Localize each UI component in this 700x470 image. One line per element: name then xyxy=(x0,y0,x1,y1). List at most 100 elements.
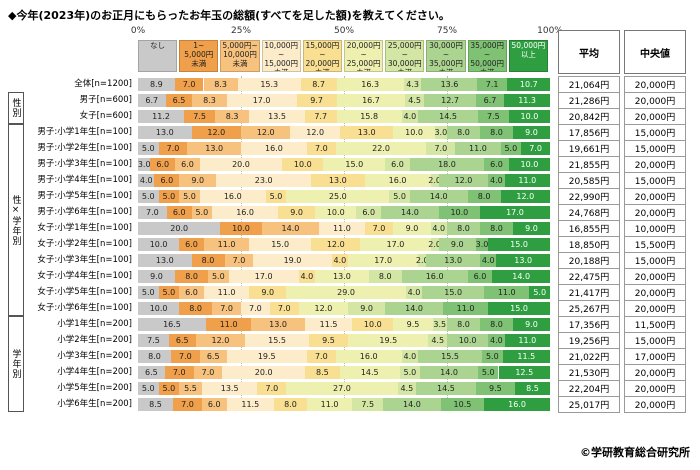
bar-segment: 6.0 xyxy=(467,269,493,283)
median-column-header: 中央値 xyxy=(624,30,686,74)
bar-segment: 16.0 xyxy=(212,205,279,219)
bar-row: 13.0 12.0 12.0 12.0 13.0 10.0 3.0 8.0 8.0 9.0 xyxy=(138,125,550,139)
bar-segment: 8.0 xyxy=(175,269,209,283)
bar-segment: 4.5 xyxy=(405,93,424,107)
bar-segment: 8.9 xyxy=(138,77,175,91)
bar-segment: 5.0 xyxy=(158,189,180,203)
bar-segment: 12.0 xyxy=(290,125,340,139)
average-cell: 21,022円 xyxy=(558,348,620,365)
average-cell: 18,850円 xyxy=(558,236,620,253)
average-cell: 22,990円 xyxy=(558,188,620,205)
bar-segment: 16.0 xyxy=(364,173,431,187)
bar-row: 11.2 7.5 8.3 13.5 7.7 15.8 4.0 14.5 7.5 10.0 xyxy=(138,109,550,123)
bar-segment: 17.0 xyxy=(479,205,550,219)
bar-segment: 4.0 xyxy=(298,269,316,283)
bar-segment: 5.0 xyxy=(500,141,522,155)
bar-segment: 4.5 xyxy=(428,333,447,347)
average-cell: 17,356円 xyxy=(558,316,620,333)
bar-segment: 15.0 xyxy=(488,237,550,251)
bar-segment: 11.0 xyxy=(455,141,501,155)
bar-segment: 20.0 xyxy=(199,157,283,171)
bar-segment: 7.0 xyxy=(224,253,254,267)
median-cell: 15,000円 xyxy=(624,332,686,349)
legend-item: 5,000円~ 10,000円 未満 xyxy=(220,40,260,72)
bar-segment: 11.0 xyxy=(504,333,550,347)
bar-segment: 5.0 xyxy=(477,365,499,379)
average-cell: 22,475円 xyxy=(558,268,620,285)
bar-segment: 7.0 xyxy=(426,141,456,155)
bar-segment: 6.0 xyxy=(150,157,176,171)
average-cell: 22,204円 xyxy=(558,380,620,397)
average-cell: 21,064円 xyxy=(558,76,620,93)
bar-row: 7.5 6.5 12.0 15.5 9.5 19.5 4.5 10.0 4.0 11.0 xyxy=(138,333,550,347)
bar-segment: 4.5 xyxy=(397,381,417,395)
bar-segment: 5.0 xyxy=(529,285,550,299)
row-label: 女子:小学5年生[n=100] xyxy=(37,287,132,297)
average-cell: 19,256円 xyxy=(558,332,620,349)
median-cell: 20,000円 xyxy=(624,108,686,125)
bar-segment: 20.0 xyxy=(138,221,221,235)
median-cell: 20,000円 xyxy=(624,300,686,317)
average-cell: 21,530円 xyxy=(558,364,620,381)
bar-segment: 17.0 xyxy=(226,93,297,107)
bar-segment: 12.0 xyxy=(191,125,241,139)
row-label: 男子[n=600] xyxy=(79,95,132,105)
bar-segment: 4.3 xyxy=(403,77,422,91)
average-cell: 24,768円 xyxy=(558,204,620,221)
bar-row: 8.5 7.0 6.0 11.5 8.0 11.0 7.5 14.0 10.5 16.0 xyxy=(138,397,550,411)
median-cell: 11,500円 xyxy=(624,316,686,333)
bar-segment: 5.0 xyxy=(158,381,180,395)
bar-segment: 8.0 xyxy=(368,269,402,283)
median-cell: 20,000円 xyxy=(624,76,686,93)
bar-segment: 5.0 xyxy=(138,141,159,155)
bar-segment: 13.6 xyxy=(421,77,478,91)
row-label: 女子:小学4年生[n=100] xyxy=(37,271,132,281)
median-cell: 20,000円 xyxy=(624,396,686,413)
bar-segment: 7.0 xyxy=(193,365,223,379)
bar-segment: 15.0 xyxy=(249,237,312,251)
bar-segment: 14.5 xyxy=(339,365,400,379)
bar-segment: 6.0 xyxy=(179,285,204,299)
row-label: 小学4年生[n=200] xyxy=(57,367,132,377)
bar-segment: 4.0 xyxy=(138,173,155,187)
bar-segment: 22.0 xyxy=(335,141,427,155)
bar-segment: 16.0 xyxy=(484,397,550,411)
bar-segment: 4.0 xyxy=(401,349,419,363)
bar-segment: 5.0 xyxy=(208,269,229,283)
bar-segment: 8.0 xyxy=(479,317,513,331)
bar-segment: 8.0 xyxy=(479,125,513,139)
bar-segment: 8.0 xyxy=(467,189,501,203)
bar-segment: 11.0 xyxy=(306,397,353,411)
legend-item: なし xyxy=(138,40,178,72)
bar-segment: 11.5 xyxy=(226,397,274,411)
bar-segment: 8.0 xyxy=(447,317,480,331)
bar-segment: 16.3 xyxy=(336,77,404,91)
bar-segment: 16.0 xyxy=(335,349,402,363)
bar-segment: 8.5 xyxy=(514,381,550,395)
bar-segment: 7.0 xyxy=(170,349,200,363)
bar-segment: 8.5 xyxy=(304,365,340,379)
legend-item: 50,000円 以上 xyxy=(508,40,548,72)
bar-row: 10.0 8.0 7.0 7.0 7.0 12.0 9.0 14.0 11.0 15.0 xyxy=(138,301,550,315)
bar-segment: 14.0 xyxy=(381,205,439,219)
bar-segment: 4.0 xyxy=(488,333,505,347)
bar-segment: 18.0 xyxy=(409,157,485,171)
bar-segment: 5.0 xyxy=(179,189,200,203)
bar-segment: 9.0 xyxy=(179,173,217,187)
bar-segment: 12.0 xyxy=(241,125,291,139)
survey-question-title: ◆今年(2023年)のお正月にもらったお年玉の総額(すべてを足した額)を教えてく… xyxy=(8,9,450,22)
bar-segment: 10.7 xyxy=(506,77,550,91)
bar-segment: 6.7 xyxy=(476,93,504,107)
bar-segment: 11.0 xyxy=(504,173,550,187)
bar-segment: 3.0 xyxy=(434,125,448,139)
bar-segment: 17.0 xyxy=(348,253,419,267)
bar-segment: 9.0 xyxy=(512,125,550,139)
bar-segment: 20.0 xyxy=(222,365,305,379)
bar-segment: 7.0 xyxy=(269,301,299,315)
copyright-credit: ©学研教育総合研究所 xyxy=(580,446,690,459)
bar-segment: 5.0 xyxy=(138,189,159,203)
bar-segment: 7.0 xyxy=(306,349,336,363)
bar-segment: 7.0 xyxy=(306,141,336,155)
bar-segment: 10.5 xyxy=(440,397,485,411)
row-label: 小学1年生[n=200] xyxy=(57,319,132,329)
